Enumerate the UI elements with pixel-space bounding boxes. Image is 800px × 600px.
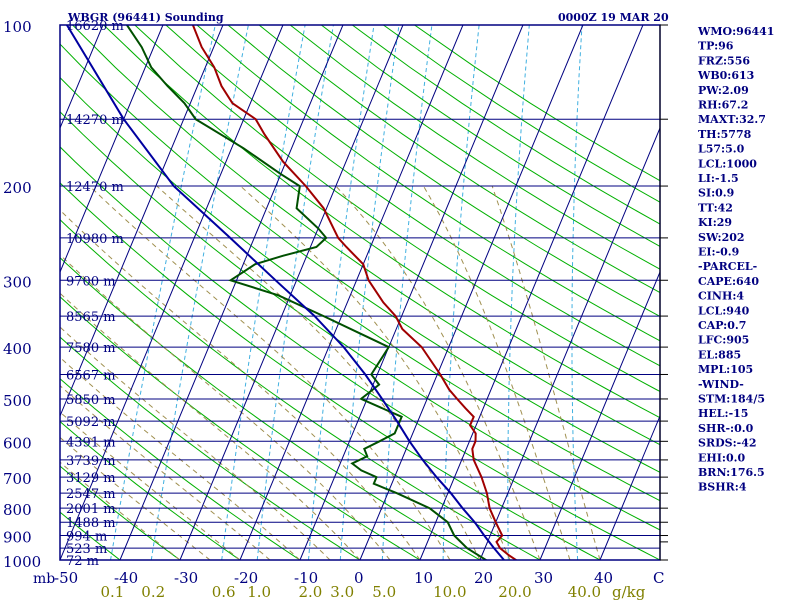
height-label: 12470 m bbox=[66, 180, 124, 195]
pressure-tick-label: 200 bbox=[3, 179, 32, 197]
height-label: 5850 m bbox=[66, 393, 116, 408]
isotherm bbox=[60, 25, 284, 560]
height-label: 3129 m bbox=[66, 471, 116, 486]
temperature-tick-label: 20 bbox=[474, 569, 493, 587]
isotherm bbox=[179, 25, 404, 560]
isotherm bbox=[119, 25, 344, 560]
mixing-ratio-tick-label: 20.0 bbox=[498, 583, 531, 600]
height-label: 7580 m bbox=[66, 341, 116, 356]
station-title: WBGR (96441) Sounding bbox=[67, 11, 224, 24]
isotherm bbox=[239, 25, 464, 560]
mixing-ratio-tick-label: 1.0 bbox=[247, 583, 271, 600]
pressure-tick-label: 1000 bbox=[3, 553, 41, 571]
pressure-tick-label: 400 bbox=[3, 340, 32, 358]
pressure-unit-label: mb bbox=[33, 571, 55, 587]
height-label: 16620 m bbox=[66, 19, 124, 34]
mixing-ratio-tick-label: 3.0 bbox=[330, 583, 354, 600]
isotherm bbox=[659, 558, 660, 560]
temperature-tick-label: 0 bbox=[354, 569, 364, 587]
isotherm bbox=[599, 414, 660, 560]
temperature-tick-label: -20 bbox=[234, 569, 258, 587]
pressure-tick-label: 800 bbox=[3, 501, 32, 519]
sounding-time: 0000Z 19 MAR 20 bbox=[558, 11, 669, 24]
temperature-tick-label: -40 bbox=[114, 569, 138, 587]
mixing-ratio-tick-label: 0.2 bbox=[141, 583, 165, 600]
mixing-ratio-tick-label: 0.6 bbox=[212, 583, 236, 600]
height-label: 523 m bbox=[66, 542, 107, 557]
height-label: 9700 m bbox=[66, 274, 116, 289]
mixing-ratio-tick-label: 10.0 bbox=[433, 583, 466, 600]
isotherm bbox=[539, 270, 660, 560]
isotherm bbox=[60, 25, 104, 130]
sounding-series-0 bbox=[191, 25, 518, 560]
height-label: 2001 m bbox=[66, 502, 116, 517]
sounding-series-2 bbox=[66, 25, 505, 560]
temperature-tick-label: 40 bbox=[594, 569, 613, 587]
height-label: 10980 m bbox=[66, 232, 124, 247]
isotherm bbox=[359, 25, 584, 560]
pressure-tick-label: 600 bbox=[3, 434, 32, 452]
height-label: 5092 m bbox=[66, 415, 116, 430]
height-label: 6567 m bbox=[66, 369, 116, 384]
isotherm bbox=[479, 126, 660, 560]
sounding-series-1 bbox=[126, 25, 488, 560]
height-label: 14270 m bbox=[66, 113, 124, 128]
plot-area bbox=[60, 25, 660, 560]
moist-adiabat bbox=[491, 185, 601, 560]
height-label: 4391 m bbox=[66, 435, 116, 450]
mixing-ratio-tick-label: 5.0 bbox=[372, 583, 396, 600]
isotherm bbox=[419, 25, 644, 560]
height-label: 994 m bbox=[66, 530, 107, 545]
isotherm bbox=[60, 25, 164, 274]
mixing-ratio-unit-label: g/kg bbox=[612, 583, 646, 600]
pressure-tick-label: 500 bbox=[3, 392, 32, 410]
isotherm bbox=[299, 25, 524, 560]
moist-adiabat bbox=[423, 185, 571, 560]
temperature-tick-label: -50 bbox=[54, 569, 78, 587]
mixing-ratio-tick-label: 40.0 bbox=[568, 583, 601, 600]
height-label: 3739 m bbox=[66, 454, 116, 469]
pressure-tick-label: 300 bbox=[3, 273, 32, 291]
moist-adiabat bbox=[240, 185, 511, 560]
mixing-ratio-tick-label: 0.1 bbox=[101, 583, 125, 600]
height-label: 8565 m bbox=[66, 310, 116, 325]
temperature-tick-label: -30 bbox=[174, 569, 198, 587]
temperature-unit-label: C bbox=[653, 569, 664, 587]
isotherm bbox=[60, 25, 224, 418]
pressure-tick-label: 100 bbox=[3, 18, 32, 36]
height-label: 72 m bbox=[66, 554, 99, 569]
pressure-tick-label: 900 bbox=[3, 529, 32, 547]
height-label: 1488 m bbox=[66, 516, 116, 531]
height-label: 2547 m bbox=[66, 487, 116, 502]
pressure-tick-label: 700 bbox=[3, 470, 32, 488]
mixing-ratio-tick-label: 2.0 bbox=[299, 583, 323, 600]
temperature-tick-label: 30 bbox=[534, 569, 553, 587]
temperature-tick-label: -10 bbox=[294, 569, 318, 587]
temperature-tick-label: 10 bbox=[414, 569, 433, 587]
